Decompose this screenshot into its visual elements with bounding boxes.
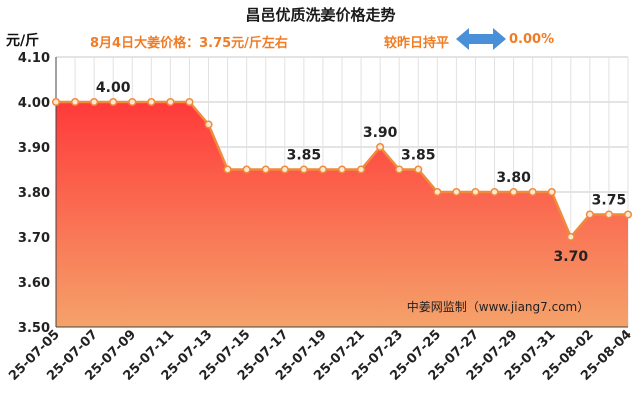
data-point <box>414 165 423 174</box>
price-line <box>56 100 628 240</box>
data-point <box>337 165 347 174</box>
x-tick-label: 25-07-05 <box>6 327 63 384</box>
y-tick-label: 4.10 <box>18 51 50 66</box>
data-point <box>452 187 461 197</box>
data-label: 3.85 <box>287 148 322 164</box>
data-point <box>604 210 613 219</box>
price-area <box>56 102 628 327</box>
x-tick-label: 25-07-13 <box>159 327 216 384</box>
data-point <box>623 210 633 219</box>
data-point <box>376 142 385 152</box>
y-tick-label: 3.60 <box>18 276 50 291</box>
y-tick-label: 3.80 <box>18 186 50 201</box>
x-tick-label: 25-07-09 <box>82 327 139 384</box>
x-tick-label: 25-07-25 <box>388 327 445 384</box>
data-label: 3.80 <box>496 170 531 186</box>
x-tick-label: 25-08-04 <box>578 327 635 384</box>
data-point <box>109 97 118 107</box>
change-percent: 0.00% <box>509 32 555 47</box>
data-point <box>204 120 213 129</box>
data-point <box>433 187 442 197</box>
y-axis-unit-label: 元/斤 <box>6 33 40 49</box>
data-point <box>51 97 61 107</box>
data-point <box>280 165 289 174</box>
data-label: 3.85 <box>401 148 436 164</box>
data-point <box>471 187 480 197</box>
data-point <box>223 165 232 174</box>
data-point <box>395 165 404 174</box>
data-point <box>166 97 175 107</box>
y-tick-label: 3.50 <box>18 321 50 336</box>
data-point <box>357 165 366 174</box>
data-point <box>261 165 270 174</box>
y-tick-label: 3.70 <box>18 231 50 246</box>
data-point <box>71 97 80 107</box>
x-tick-label: 25-07-19 <box>273 327 330 384</box>
x-tick-label: 25-07-17 <box>235 327 292 384</box>
data-point <box>566 232 575 242</box>
x-tick-label: 25-07-07 <box>44 327 101 384</box>
x-tick-label: 25-07-29 <box>464 327 521 384</box>
price-summary: 8月4日大姜价格：3.75元/斤左右 <box>90 36 288 51</box>
data-label: 4.00 <box>96 80 131 96</box>
x-tick-label: 25-07-11 <box>121 327 178 384</box>
x-tick-label: 25-07-21 <box>311 327 368 384</box>
data-point <box>147 97 156 107</box>
data-point <box>90 97 99 107</box>
x-tick-label: 25-08-02 <box>540 327 597 384</box>
double-arrow-icon <box>456 28 506 50</box>
data-label: 3.90 <box>363 125 398 141</box>
data-point <box>242 165 251 174</box>
data-point <box>509 187 518 197</box>
x-tick-label: 25-07-31 <box>502 327 559 384</box>
data-point <box>528 187 537 197</box>
data-point <box>299 165 308 174</box>
data-point <box>128 97 137 107</box>
data-point <box>490 187 499 197</box>
data-point <box>585 210 594 219</box>
data-point <box>318 165 327 174</box>
y-tick-label: 4.00 <box>18 96 50 111</box>
data-point <box>185 97 194 107</box>
watermark: 中姜网监制（www.jiang7.com） <box>407 299 589 314</box>
x-tick-label: 25-07-15 <box>197 327 254 384</box>
compare-label: 较昨日持平 <box>384 36 450 51</box>
y-tick-label: 3.90 <box>18 141 50 156</box>
data-label: 3.70 <box>554 249 589 265</box>
chart-title: 昌邑优质洗姜价格走势 <box>245 6 396 24</box>
data-label: 3.75 <box>592 193 627 209</box>
data-point <box>547 187 556 197</box>
x-tick-label: 25-07-27 <box>426 327 483 384</box>
x-tick-label: 25-07-23 <box>349 327 406 384</box>
